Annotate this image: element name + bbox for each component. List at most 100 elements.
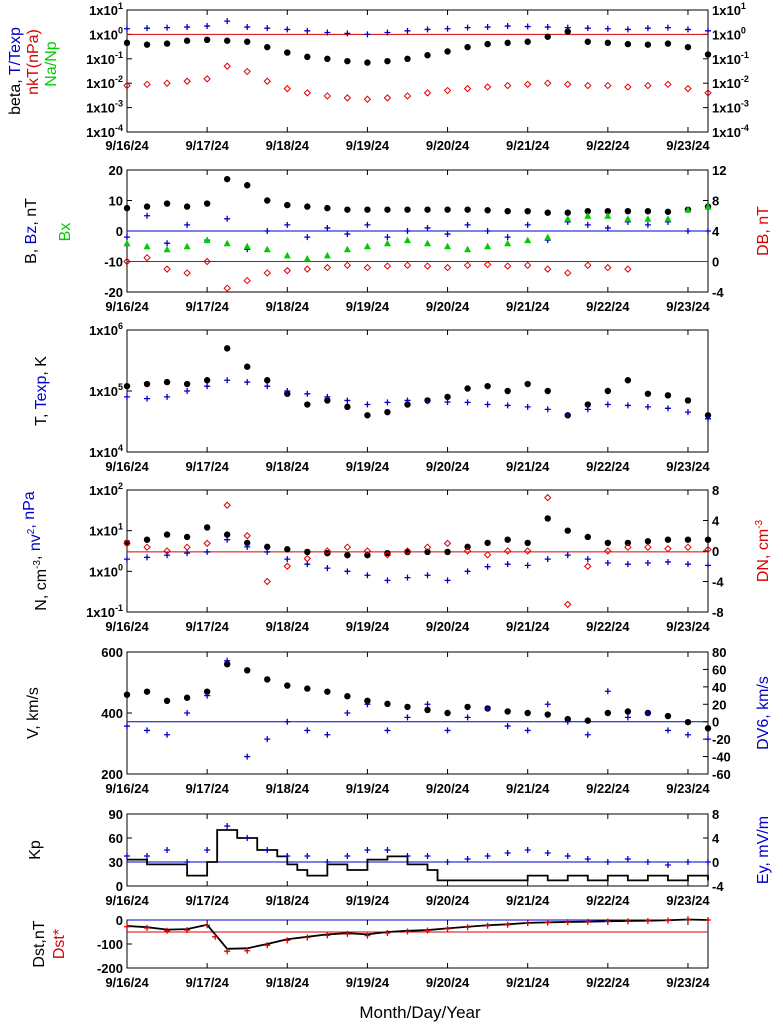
point-beta-beta-20 — [524, 38, 531, 45]
series-N-nv2 — [124, 536, 711, 584]
series-Kp-Kp — [127, 829, 709, 882]
point-N-DN-0 — [123, 539, 131, 548]
point-B-Bx-29 — [704, 203, 712, 210]
tick-label-N-right-3: 4 — [712, 514, 720, 529]
point-B-DB-2 — [163, 265, 171, 273]
point-B-B-5 — [223, 175, 231, 183]
point-Kp-Ey-15 — [424, 853, 431, 859]
point-beta-T/Texp-1 — [144, 25, 151, 32]
point-beta-beta-10 — [324, 55, 331, 62]
tick-label-T-left-0: 1x104 — [89, 443, 123, 460]
point-beta-nkT(nPa)-16 — [443, 86, 452, 95]
point-B-Bx-6 — [243, 242, 251, 250]
point-N-N-17 — [464, 543, 471, 551]
inner-label-beta-1: Na/Np — [43, 41, 60, 86]
point-beta-beta-16 — [444, 48, 451, 55]
tick-label-N-left-3: 1x102 — [89, 481, 123, 498]
point-B-B-3 — [183, 203, 191, 210]
panel-frame-beta — [126, 9, 709, 133]
point-N-DN-4 — [203, 539, 211, 548]
point-N-nv2-6 — [244, 543, 251, 550]
point-Dst-Dst*-6 — [224, 948, 231, 955]
point-N-nv2-13 — [384, 577, 391, 584]
point-V-V-7 — [264, 676, 271, 683]
point-N-N-28 — [684, 536, 692, 543]
point-beta-T/Texp-11 — [344, 30, 351, 37]
point-T-Texp-22 — [564, 412, 571, 419]
point-beta-beta-8 — [284, 49, 291, 56]
point-T-T-4 — [203, 377, 211, 384]
point-B-Bz-1 — [144, 212, 151, 219]
point-Kp-Ey-7 — [264, 847, 271, 853]
date-label-B-5: 9/21/24 — [506, 299, 550, 314]
point-T-Texp-20 — [524, 403, 531, 410]
point-B-Bx-22 — [564, 215, 572, 222]
point-N-DN-16 — [443, 539, 452, 548]
point-B-B-25 — [624, 207, 632, 215]
point-T-Texp-1 — [144, 395, 151, 402]
point-T-T-1 — [143, 380, 151, 388]
point-Kp-Ey-20 — [524, 847, 531, 853]
point-B-DB-12 — [363, 263, 372, 272]
point-B-Bx-28 — [684, 206, 692, 213]
point-B-B-13 — [384, 206, 391, 213]
point-beta-beta-27 — [664, 40, 672, 47]
point-N-DN-21 — [544, 493, 552, 502]
point-B-Bx-7 — [263, 245, 271, 253]
date-label-Dst-6: 9/22/24 — [586, 975, 630, 990]
point-B-Bz-20 — [524, 221, 531, 228]
date-label-V-0: 9/16/24 — [105, 781, 149, 796]
point-beta-T/Texp-0 — [124, 25, 130, 32]
point-T-T-13 — [384, 408, 391, 416]
date-label-N-6: 9/22/24 — [586, 619, 630, 634]
point-V-V-10 — [324, 688, 331, 695]
point-N-nv2-22 — [564, 552, 571, 559]
point-beta-T/Texp-15 — [424, 26, 431, 33]
point-Dst-Dst*-16 — [424, 927, 431, 934]
point-B-Bz-15 — [424, 224, 431, 231]
point-beta-nkT(nPa)-13 — [383, 94, 392, 102]
point-N-nv2-8 — [284, 556, 291, 563]
panel-V: 200 400 600 -60 -40 -20 0 20 40 60 80 9/16/24 9/17/2… — [25, 645, 772, 796]
point-T-Texp-18 — [484, 401, 491, 408]
point-Kp-Ey-13 — [384, 847, 391, 853]
point-V-DV6-11 — [344, 710, 351, 716]
tick-label-beta-right-2: 1x10-2 — [712, 74, 749, 91]
point-T-Texp-23 — [584, 406, 591, 413]
point-beta-beta-2 — [163, 40, 171, 47]
date-label-B-1: 9/17/24 — [185, 299, 229, 314]
tick-label-N-left-0: 1x10-1 — [86, 603, 123, 620]
point-B-B-11 — [344, 206, 351, 213]
point-beta-nkT(nPa)-12 — [363, 95, 372, 103]
tick-label-beta-left-5: 1x101 — [89, 1, 123, 18]
point-N-DN-18 — [483, 551, 492, 559]
point-V-DV6-24 — [604, 688, 611, 695]
point-beta-T/Texp-5 — [224, 18, 231, 25]
point-B-B-1 — [143, 203, 151, 210]
point-N-DN-26 — [644, 543, 652, 551]
series-V-DV6 — [124, 657, 711, 760]
point-N-DN-11 — [343, 543, 352, 551]
point-T-Texp-19 — [504, 402, 511, 409]
tick-label-beta-left-3: 1x10-1 — [86, 50, 123, 67]
point-T-T-24 — [604, 387, 612, 395]
tick-label-N-right-0: -8 — [712, 605, 724, 620]
point-N-DN-19 — [503, 547, 512, 555]
point-Dst-Dst*-12 — [344, 930, 351, 937]
point-beta-T/Texp-7 — [264, 25, 271, 32]
point-beta-beta-5 — [223, 37, 231, 44]
point-Dst-Dst*-21 — [524, 920, 531, 927]
point-beta-beta-0 — [123, 39, 131, 47]
point-Kp-Ey-11 — [344, 853, 351, 859]
point-beta-beta-26 — [644, 41, 652, 48]
point-B-Bz-26 — [644, 221, 651, 228]
panel-B: -20 -10 0 10 20 -4 0 4 8 12 9/16/24 9/17/24 9/18/24 9… — [23, 163, 772, 314]
date-label-beta-6: 9/22/24 — [586, 138, 630, 153]
date-label-Kp-0: 9/16/24 — [105, 893, 149, 908]
tick-label-Kp-right-1: 0 — [712, 855, 719, 870]
point-B-Bz-12 — [364, 221, 371, 228]
point-Dst-Dst*-9 — [284, 937, 291, 944]
y-axis-title-right-B: DB, nT — [755, 206, 772, 256]
point-N-nv2-3 — [184, 550, 191, 557]
point-V-DV6-10 — [324, 731, 331, 738]
